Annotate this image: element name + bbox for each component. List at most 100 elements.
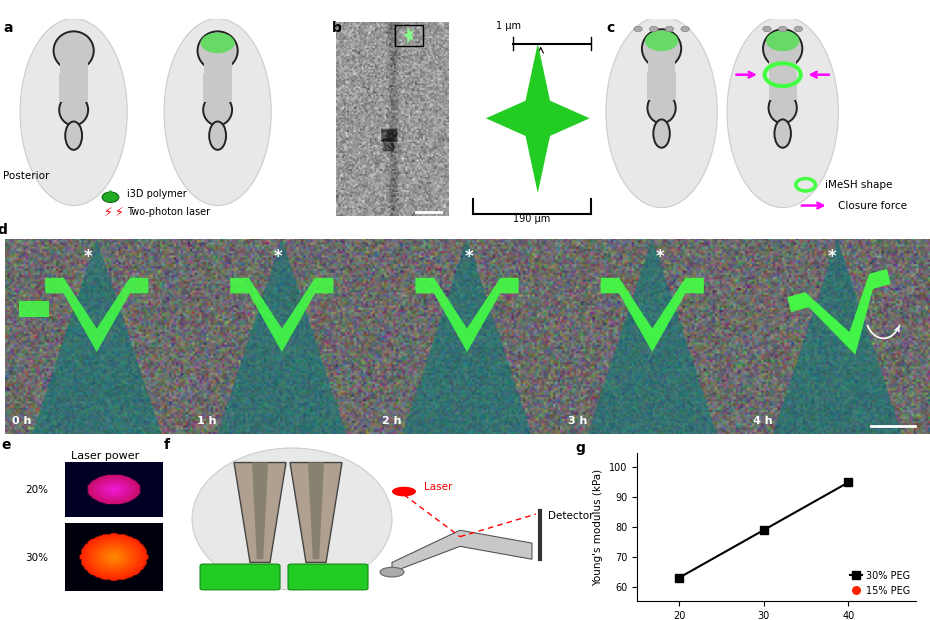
Polygon shape — [218, 239, 346, 434]
Circle shape — [665, 26, 673, 32]
Text: Laser: Laser — [424, 482, 452, 492]
Circle shape — [633, 26, 643, 32]
Text: e: e — [1, 438, 10, 453]
Ellipse shape — [606, 17, 717, 208]
Text: iMeSH shape: iMeSH shape — [825, 180, 893, 190]
Circle shape — [763, 26, 771, 32]
Circle shape — [778, 26, 787, 32]
Text: Two-photon laser: Two-photon laser — [127, 206, 210, 217]
Ellipse shape — [653, 120, 670, 148]
Text: 4 h: 4 h — [752, 416, 772, 426]
Bar — [60, 50, 87, 78]
Polygon shape — [485, 43, 590, 193]
30% PEG — [673, 574, 684, 582]
Y-axis label: Young's modulus (kPa): Young's modulus (kPa) — [593, 469, 604, 585]
Ellipse shape — [763, 29, 803, 68]
Polygon shape — [33, 239, 161, 434]
Text: ⚡: ⚡ — [114, 205, 124, 218]
Ellipse shape — [201, 33, 234, 53]
Circle shape — [392, 487, 416, 497]
Ellipse shape — [772, 73, 793, 96]
Ellipse shape — [164, 19, 272, 205]
Text: Detector: Detector — [548, 511, 593, 521]
Text: b: b — [331, 20, 341, 35]
Text: *: * — [656, 249, 664, 267]
Text: *: * — [828, 249, 836, 267]
Bar — [648, 47, 675, 76]
Ellipse shape — [62, 75, 85, 99]
Text: d: d — [0, 223, 7, 237]
Bar — [647, 72, 676, 100]
Ellipse shape — [768, 92, 797, 123]
Ellipse shape — [775, 120, 790, 148]
Polygon shape — [308, 463, 324, 559]
Text: f: f — [164, 438, 170, 453]
Text: *: * — [465, 249, 473, 267]
Text: 190 µm: 190 µm — [513, 215, 551, 224]
Circle shape — [102, 192, 119, 202]
Ellipse shape — [651, 73, 672, 96]
Legend: 30% PEG, 15% PEG: 30% PEG, 15% PEG — [846, 567, 914, 600]
Text: 1 h: 1 h — [197, 416, 217, 426]
FancyBboxPatch shape — [288, 564, 368, 590]
Circle shape — [649, 26, 658, 32]
Bar — [768, 72, 797, 100]
30% PEG — [758, 526, 769, 534]
Polygon shape — [231, 278, 334, 352]
Polygon shape — [252, 463, 268, 559]
Text: g: g — [576, 441, 586, 454]
Ellipse shape — [197, 32, 238, 70]
Text: 1 µm: 1 µm — [497, 21, 522, 31]
Polygon shape — [392, 530, 532, 572]
Polygon shape — [46, 278, 149, 352]
Polygon shape — [773, 239, 902, 434]
Ellipse shape — [60, 94, 88, 125]
Text: c: c — [606, 20, 614, 35]
Polygon shape — [234, 463, 286, 562]
Circle shape — [794, 26, 803, 32]
Text: *: * — [274, 249, 283, 267]
Ellipse shape — [54, 32, 94, 70]
Polygon shape — [416, 278, 519, 352]
Text: 3 h: 3 h — [567, 416, 587, 426]
FancyBboxPatch shape — [200, 564, 280, 590]
Text: 30%: 30% — [25, 552, 48, 562]
Bar — [395, 25, 423, 46]
Ellipse shape — [644, 30, 678, 51]
Polygon shape — [106, 190, 114, 195]
Ellipse shape — [65, 122, 82, 150]
Bar — [203, 74, 232, 102]
Polygon shape — [788, 269, 891, 355]
Ellipse shape — [206, 75, 229, 99]
30% PEG — [843, 479, 854, 486]
Ellipse shape — [727, 17, 838, 208]
Ellipse shape — [192, 448, 392, 590]
Ellipse shape — [20, 19, 127, 205]
Polygon shape — [588, 239, 717, 434]
Text: Posterior: Posterior — [4, 172, 49, 182]
Ellipse shape — [203, 94, 232, 125]
Ellipse shape — [209, 122, 226, 150]
Text: 20%: 20% — [25, 485, 48, 495]
Polygon shape — [403, 239, 532, 434]
Polygon shape — [601, 278, 704, 352]
Line: 30% PEG: 30% PEG — [675, 479, 852, 582]
Text: 0 h: 0 h — [12, 416, 32, 426]
Polygon shape — [290, 463, 342, 562]
Text: Laser power: Laser power — [71, 451, 140, 461]
Polygon shape — [404, 26, 414, 44]
Circle shape — [681, 26, 689, 32]
Text: ⚡: ⚡ — [104, 205, 113, 218]
Bar — [769, 47, 796, 76]
Text: a: a — [4, 20, 13, 35]
Text: Closure force: Closure force — [838, 200, 908, 211]
Bar — [60, 74, 88, 102]
Ellipse shape — [766, 30, 800, 51]
Text: i3D polymer: i3D polymer — [127, 189, 187, 199]
Text: *: * — [84, 249, 92, 267]
Polygon shape — [20, 301, 49, 317]
Ellipse shape — [642, 29, 681, 68]
Ellipse shape — [647, 92, 676, 123]
Text: 2 h: 2 h — [382, 416, 402, 426]
Circle shape — [380, 567, 404, 577]
